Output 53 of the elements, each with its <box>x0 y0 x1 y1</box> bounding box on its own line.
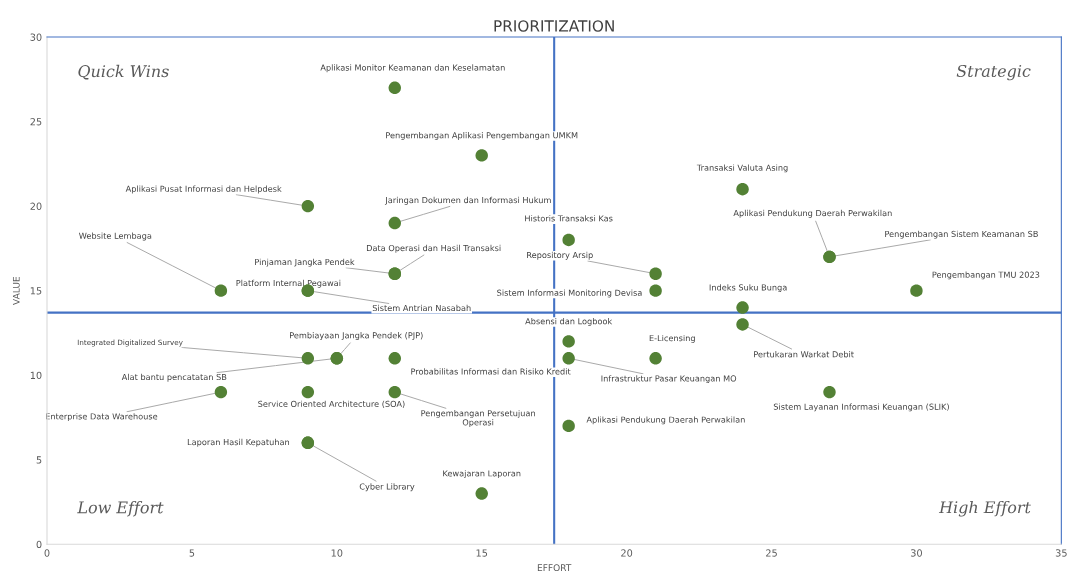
annotation: Pengembangan Persetujuan Operasi <box>421 409 535 428</box>
annotation: Jaringan Dokumen dan Informasi Hukum <box>384 196 551 205</box>
x-tick-label: 15 <box>476 549 488 557</box>
annotation: Infrastruktur Pasar Keuangan MO <box>601 375 737 384</box>
annotation: E-Licensing <box>649 334 695 343</box>
annotation: Probabilitas Informasi dan Risiko Kredit <box>411 368 571 375</box>
y-tick-label: 25 <box>30 118 42 126</box>
x-tick-label: 10 <box>331 549 343 557</box>
annotation: Pengembangan Sistem Keamanan SB <box>885 230 1038 239</box>
chart-title: PRIORITIZATION <box>494 20 614 32</box>
annotation: Enterprise Data Warehouse <box>46 413 158 422</box>
x-axis-title: EFFORT <box>537 564 572 572</box>
y-tick-label: 20 <box>30 202 42 210</box>
y-axis-title: VALUE <box>12 276 20 305</box>
y-tick-label: 5 <box>36 456 42 464</box>
x-tick-label: 20 <box>621 549 633 557</box>
y-tick-label: 10 <box>30 371 42 380</box>
annotation: Service Oriented Architecture (SOA) <box>258 400 405 408</box>
x-tick-label: 0 <box>44 549 50 557</box>
annotation: Laporan Hasil Kepatuhan <box>187 438 290 447</box>
annotation: Kewajaran Laporan <box>443 470 521 479</box>
annotation: Pertukaran Warkat Debit <box>754 351 854 358</box>
annotation: Alat bantu pencatatan SB <box>121 373 227 382</box>
annotation: Low Effort <box>77 501 164 517</box>
annotation: Pinjaman Jangka Pendek <box>255 258 355 267</box>
annotation: Aplikasi Pendukung Daerah Perwakilan <box>733 209 892 218</box>
annotation: Pengembangan TMU 2023 <box>932 271 1040 280</box>
annotation: Pembiayaan Jangka Pendek (PJP) <box>290 332 423 341</box>
y-tick-label: 30 <box>30 33 42 41</box>
annotation: Strategic <box>956 64 1031 81</box>
annotation: Aplikasi Monitor Keamanan dan Keselamatan <box>320 64 505 73</box>
annotation: High Effort <box>938 500 1031 517</box>
x-tick-label: 25 <box>766 549 777 557</box>
y-tick-label: 15 <box>30 287 42 295</box>
annotation: Sistem Layanan Informasi Keuangan (SLIK) <box>773 403 949 412</box>
annotation: Sistem Antrian Nasabah <box>372 304 471 312</box>
annotation: Aplikasi Pendukung Daerah Perwakilan <box>586 416 745 425</box>
annotation: Pengembangan Aplikasi Pengembangan UMKM <box>386 131 578 140</box>
annotation: Indeks Suku Bunga <box>709 284 787 293</box>
annotation: Website Lembaga <box>79 232 152 241</box>
annotation: Cyber Library <box>359 483 415 492</box>
x-tick-label: 5 <box>189 549 195 557</box>
annotation: Data Operasi dan Hasil Transaksi <box>366 244 501 253</box>
annotation: Transaksi Valuta Asing <box>696 164 788 173</box>
annotation: Absensi dan Logbook <box>525 317 613 326</box>
x-tick-label: 35 <box>1055 549 1067 557</box>
annotation: Sistem Informasi Monitoring Devisa <box>497 289 642 298</box>
annotation: Historis Transaksi Kas <box>525 215 613 222</box>
y-tick-label: 0 <box>36 540 42 549</box>
annotation: Repository Arsip <box>527 251 593 260</box>
annotation: Aplikasi Pusat Informasi dan Helpdesk <box>125 185 282 194</box>
x-tick-label: 30 <box>910 549 922 557</box>
annotation: Quick Wins <box>78 64 169 80</box>
